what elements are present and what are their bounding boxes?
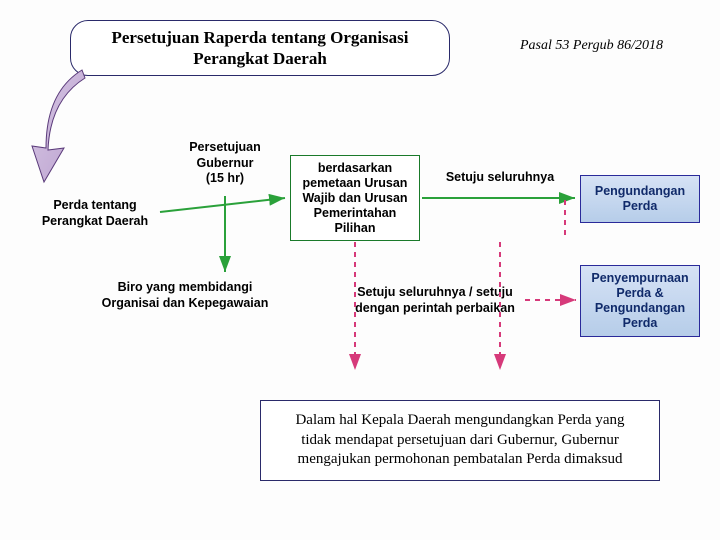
setuju-perbaikan-label: Setuju seluruhnya / setuju dengan perint… [345, 285, 525, 316]
title-line1: Persetujuan Raperda tentang Organisasi [111, 27, 408, 48]
gubernur-label: Persetujuan Gubernur (15 hr) [175, 140, 275, 187]
setuju-seluruhnya-label: Setuju seluruhnya [440, 170, 560, 186]
reference-label: Pasal 53 Pergub 86/2018 [520, 38, 663, 54]
penyempurnaan-box: Penyempurnaan Perda & Pengundangan Perda [580, 265, 700, 337]
berdasarkan-box: berdasarkan pemetaan Urusan Wajib dan Ur… [290, 155, 420, 241]
perda-tentang-label: Perda tentang Perangkat Daerah [30, 198, 160, 229]
pengundangan-box: Pengundangan Perda [580, 175, 700, 223]
title-box: Persetujuan Raperda tentang Organisasi P… [70, 20, 450, 76]
title-line2: Perangkat Daerah [193, 48, 327, 69]
note-box: Dalam hal Kepala Daerah mengundangkan Pe… [260, 400, 660, 481]
biro-label: Biro yang membidangi Organisai dan Kepeg… [90, 280, 280, 311]
